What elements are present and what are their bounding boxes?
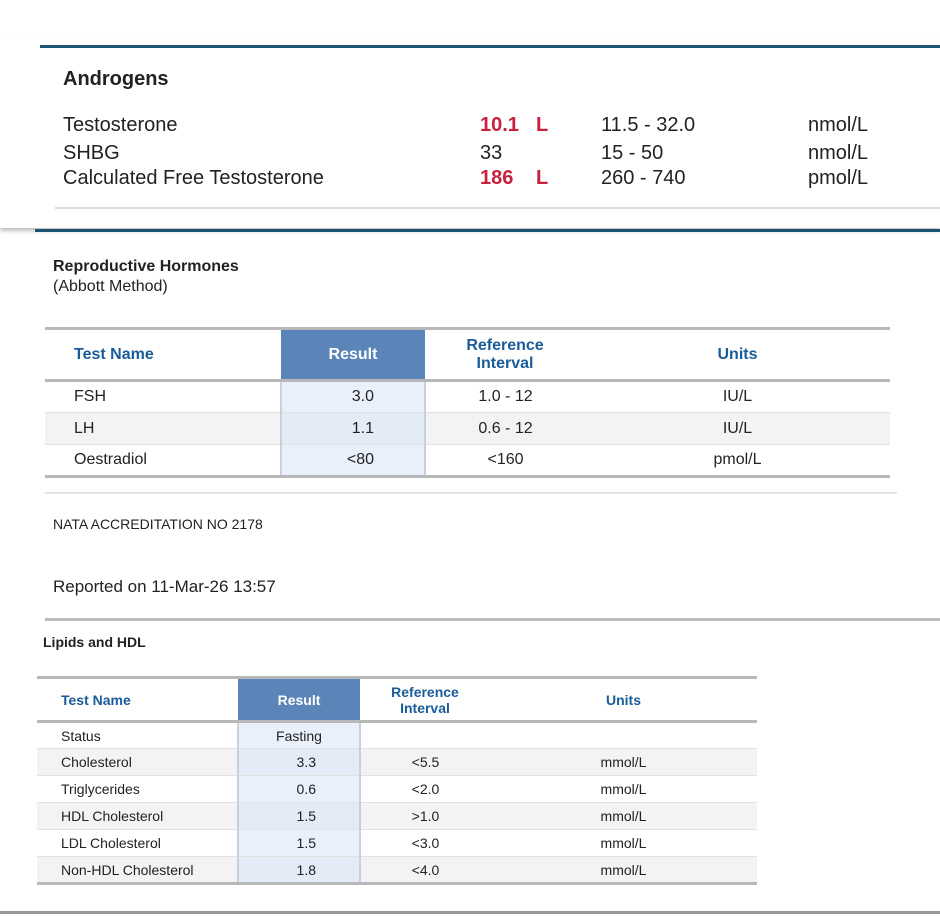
reference-interval: <5.5 — [360, 748, 490, 776]
rule — [45, 618, 940, 621]
reference-interval — [360, 721, 490, 749]
units: nmol/L — [808, 114, 869, 136]
table-row: HDL Cholesterol 1.5 >1.0 mmol/L — [37, 802, 757, 830]
units: nmol/L — [808, 142, 869, 164]
test-name: Calculated Free Testosterone — [63, 167, 324, 189]
result: 3.3 — [237, 748, 361, 776]
column-header: Result — [281, 327, 425, 382]
test-name: Triglycerides — [37, 775, 238, 803]
result: 3.0 — [280, 380, 426, 413]
reference-range: 11.5 - 32.0 — [601, 114, 696, 136]
result: 0.6 — [237, 775, 361, 803]
rule — [45, 492, 897, 494]
reference-range: 15 - 50 — [601, 142, 664, 164]
test-name: Testosterone — [63, 114, 178, 136]
reference-interval: <4.0 — [360, 856, 490, 885]
reference-interval: <160 — [425, 444, 585, 478]
units: IU/L — [585, 380, 890, 413]
units: pmol/L — [808, 167, 869, 189]
reference-range: 260 - 740 — [601, 167, 686, 189]
column-header: Reference Interval — [425, 327, 585, 382]
result: 186 — [480, 167, 514, 189]
reference-interval: <3.0 — [360, 829, 490, 857]
units: mmol/L — [490, 748, 757, 776]
table-row: Non-HDL Cholesterol 1.8 <4.0 mmol/L — [37, 856, 757, 885]
test-name: Status — [37, 721, 238, 749]
results-table: Test Name Result Reference Interval Units FS… — [45, 327, 890, 478]
reference-interval: >1.0 — [360, 802, 490, 830]
result: 1.1 — [280, 412, 426, 445]
units: mmol/L — [490, 829, 757, 857]
table-row: LH 1.1 0.6 - 12 IU/L — [45, 412, 890, 445]
result: 1.8 — [237, 856, 361, 885]
table-row: Status Fasting — [37, 721, 757, 749]
table-row: Triglycerides 0.6 <2.0 mmol/L — [37, 775, 757, 803]
flag: L — [536, 114, 549, 136]
rule — [0, 911, 940, 914]
test-name: LH — [45, 412, 281, 445]
reference-interval: 1.0 - 12 — [425, 380, 585, 413]
column-header: Test Name — [37, 676, 238, 723]
results-table: Test Name Result Reference Interval Units St… — [37, 676, 757, 885]
reference-interval: <2.0 — [360, 775, 490, 803]
column-header: Test Name — [45, 327, 281, 382]
reference-interval: 0.6 - 12 — [425, 412, 585, 445]
result: 10.1 — [480, 114, 519, 136]
column-header: Reference Interval — [360, 676, 490, 723]
units: mmol/L — [490, 856, 757, 885]
units — [490, 721, 757, 749]
test-name: Cholesterol — [37, 748, 238, 776]
test-name: LDL Cholesterol — [37, 829, 238, 857]
test-name: HDL Cholesterol — [37, 802, 238, 830]
rule — [40, 45, 940, 48]
table-row: Oestradiol <80 <160 pmol/L — [45, 444, 890, 478]
units: mmol/L — [490, 775, 757, 803]
units: pmol/L — [585, 444, 890, 478]
units: IU/L — [585, 412, 890, 445]
result: <80 — [280, 444, 426, 478]
header-row: Test Name Result Reference Interval Units — [45, 327, 890, 382]
table-row: LDL Cholesterol 1.5 <3.0 mmol/L — [37, 829, 757, 857]
column-header: Result — [238, 676, 360, 723]
section-title: Androgens — [63, 68, 169, 90]
card — [0, 40, 940, 228]
result: 33 — [480, 142, 503, 164]
test-name: Oestradiol — [45, 444, 281, 478]
column-header: Units — [585, 327, 890, 382]
header-row: Test Name Result Reference Interval Units — [37, 676, 757, 723]
column-header: Units — [490, 676, 757, 723]
result: 1.5 — [237, 802, 361, 830]
reported-date: Reported on 11-Mar-26 13:57 — [53, 577, 276, 596]
result: 1.5 — [237, 829, 361, 857]
table-row: Cholesterol 3.3 <5.5 mmol/L — [37, 748, 757, 776]
test-name: FSH — [45, 380, 281, 413]
table-row: FSH 3.0 1.0 - 12 IU/L — [45, 380, 890, 413]
test-name: Non-HDL Cholesterol — [37, 856, 238, 885]
flag: L — [536, 167, 549, 189]
result: Fasting — [237, 721, 361, 749]
test-name: SHBG — [63, 142, 120, 164]
section-title: Reproductive Hormones — [53, 258, 239, 275]
units: mmol/L — [490, 802, 757, 830]
accreditation: NATA ACCREDITATION NO 2178 — [53, 516, 263, 532]
section-subtitle: (Abbott Method) — [53, 278, 168, 295]
rule — [55, 207, 940, 209]
rule — [35, 229, 940, 232]
section-title: Lipids and HDL — [43, 634, 146, 650]
